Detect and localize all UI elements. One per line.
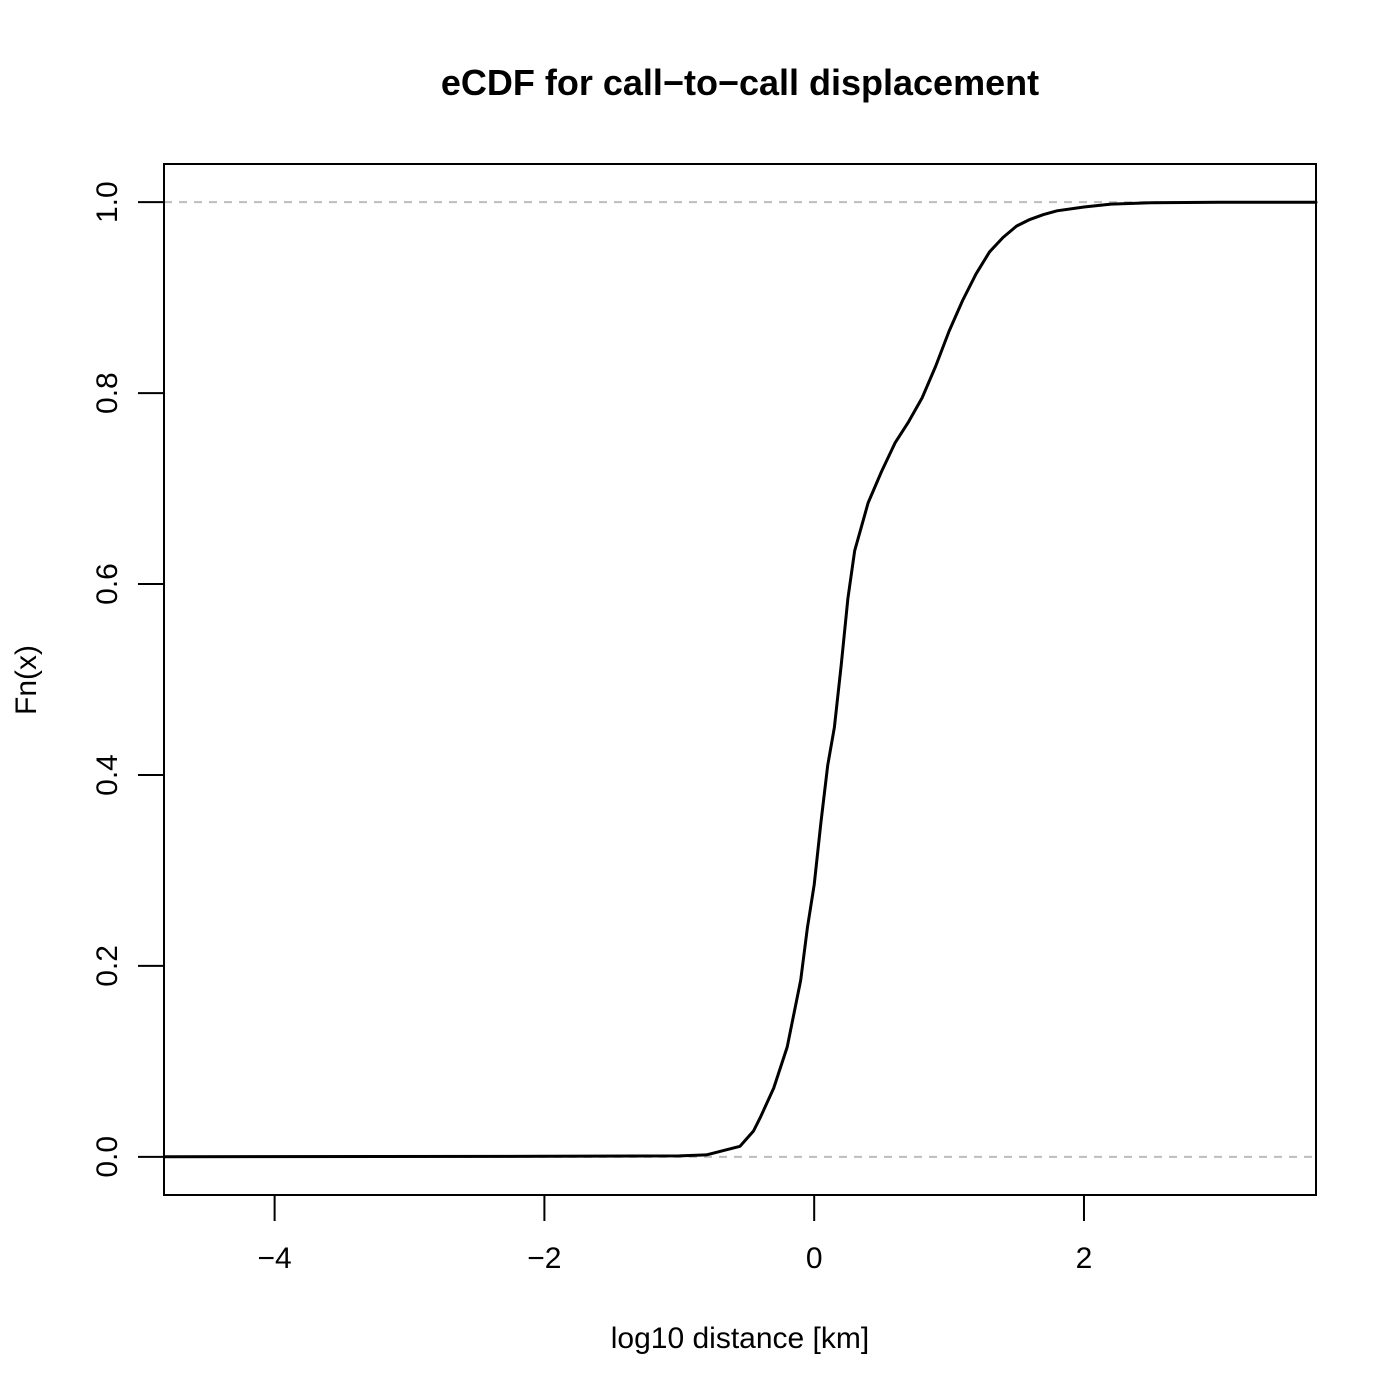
plot-frame <box>163 163 1317 1196</box>
x-tick-label: 0 <box>806 1242 823 1275</box>
x-axis: −4 −2 0 2 <box>258 1195 1093 1275</box>
y-axis: 0.0 0.2 0.4 0.6 0.8 1.0 <box>91 181 164 1178</box>
y-tick-label: 0.0 <box>91 1136 124 1178</box>
y-tick-label: 0.6 <box>91 563 124 605</box>
x-axis-label: log10 distance [km] <box>611 1322 869 1355</box>
y-tick-label: 1.0 <box>91 181 124 223</box>
x-tick-label: −2 <box>527 1242 561 1275</box>
y-tick-label: 0.2 <box>91 945 124 987</box>
ecdf-line-0 <box>162 200 1318 1159</box>
y-axis-label: Fn(x) <box>10 645 43 715</box>
chart-title: eCDF for call−to−call displacement <box>441 62 1039 103</box>
reference-lines <box>164 201 1316 1158</box>
y-tick-label: 0.8 <box>91 372 124 414</box>
x-tick-label: 2 <box>1076 1242 1093 1275</box>
x-tick-label: −4 <box>258 1242 292 1275</box>
series-layer <box>162 200 1318 1159</box>
y-tick-label: 0.4 <box>91 754 124 796</box>
